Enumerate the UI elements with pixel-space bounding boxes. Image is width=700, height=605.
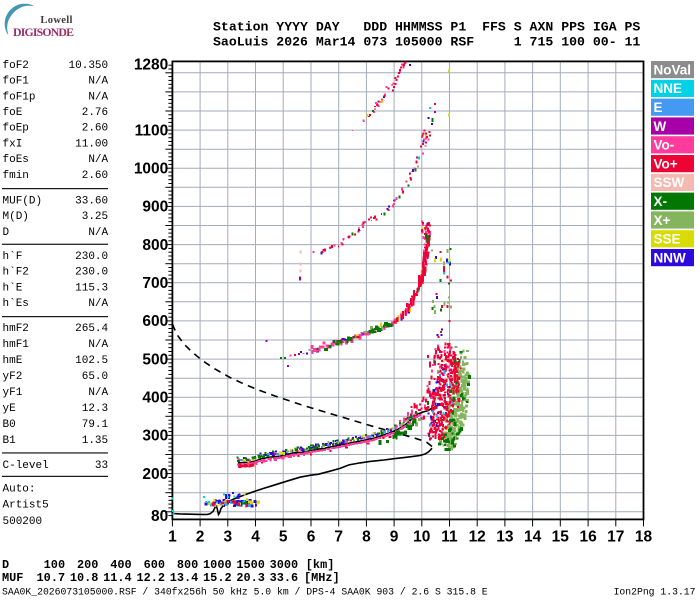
- svg-text:foE 2.76: foE 2.76: [3, 107, 109, 119]
- svg-text:3: 3: [223, 529, 232, 546]
- svg-text:1100: 1100: [135, 122, 169, 139]
- svg-text:20.3: 20.3: [236, 571, 265, 585]
- svg-text:700: 700: [142, 275, 168, 292]
- svg-text:300: 300: [142, 428, 168, 445]
- svg-text:1000: 1000: [203, 558, 232, 572]
- svg-text:400: 400: [110, 558, 131, 572]
- svg-text:MUF(D) 33.60: MUF(D) 33.60: [3, 196, 109, 208]
- svg-text:10.8: 10.8: [70, 571, 99, 585]
- svg-text:Vo+: Vo+: [654, 156, 678, 171]
- svg-text:200: 200: [142, 466, 168, 483]
- svg-text:13: 13: [496, 529, 514, 546]
- svg-text:9: 9: [390, 529, 399, 546]
- svg-text:foEp 2.60: foEp 2.60: [3, 123, 109, 135]
- svg-text:900: 900: [142, 199, 168, 216]
- svg-text:500200: 500200: [3, 516, 43, 528]
- svg-text:NoVal: NoVal: [654, 62, 692, 77]
- svg-text:E: E: [654, 100, 663, 115]
- svg-text:7: 7: [334, 529, 343, 546]
- svg-text:h`Es N/A: h`Es N/A: [3, 297, 109, 310]
- svg-text:SAA0K_2026073105000.RSF / 340f: SAA0K_2026073105000.RSF / 340fx256h 50 k…: [2, 587, 488, 598]
- svg-text:yE 12.3: yE 12.3: [3, 403, 109, 415]
- svg-text:18: 18: [635, 529, 653, 546]
- svg-text:10: 10: [413, 529, 430, 546]
- svg-text:X-: X-: [654, 194, 668, 209]
- svg-text:C-level 33: C-level 33: [3, 460, 109, 472]
- svg-text:5: 5: [279, 529, 288, 546]
- svg-text:fxI 11.00: fxI 11.00: [3, 138, 109, 150]
- svg-text:yF2 65.0: yF2 65.0: [3, 371, 109, 383]
- svg-text:M(D) 3.25: M(D) 3.25: [3, 211, 109, 223]
- svg-text:800: 800: [142, 237, 168, 254]
- svg-text:foF2 10.350: foF2 10.350: [3, 60, 109, 72]
- svg-text:11.4: 11.4: [103, 571, 132, 585]
- svg-text:foEs N/A: foEs N/A: [3, 154, 109, 166]
- svg-text:SaoLuis 2026 Mar14 073 105000: SaoLuis 2026 Mar14 073 105000 RSF 1 715 …: [213, 35, 640, 50]
- svg-text:D: D: [2, 558, 9, 572]
- svg-text:33.6: 33.6: [270, 571, 299, 585]
- svg-text:15.2: 15.2: [203, 571, 232, 585]
- svg-text:15: 15: [552, 529, 570, 546]
- svg-text:[km]: [km]: [306, 558, 335, 572]
- svg-text:500: 500: [142, 351, 168, 368]
- svg-text:16: 16: [579, 529, 597, 546]
- svg-text:Station YYYY DAY DDD HHMMSS: Station YYYY DAY DDD HHMMSS P1 FFS S AXN…: [213, 20, 640, 35]
- svg-text:Vo-: Vo-: [654, 138, 675, 153]
- svg-text:2: 2: [196, 529, 205, 546]
- svg-text:B1 1.35: B1 1.35: [3, 435, 109, 447]
- svg-text:1500: 1500: [236, 558, 265, 572]
- svg-text:hmE 102.5: hmE 102.5: [3, 355, 109, 367]
- svg-text:MUF: MUF: [2, 571, 23, 585]
- svg-text:W: W: [654, 119, 667, 134]
- svg-text:Lowell: Lowell: [40, 15, 72, 26]
- svg-text:1: 1: [168, 529, 177, 546]
- svg-text:foF1 N/A: foF1 N/A: [3, 76, 109, 88]
- svg-text:h`F 230.0: h`F 230.0: [3, 250, 109, 263]
- svg-text:fmin 2.60: fmin 2.60: [3, 170, 109, 182]
- svg-text:[MHz]: [MHz]: [304, 571, 340, 585]
- svg-text:100: 100: [44, 558, 65, 572]
- svg-text:X+: X+: [654, 213, 671, 228]
- svg-text:14: 14: [524, 529, 542, 546]
- svg-text:1000: 1000: [134, 161, 168, 178]
- svg-text:11: 11: [441, 529, 458, 546]
- svg-text:4: 4: [251, 529, 260, 546]
- svg-text:12.2: 12.2: [136, 571, 165, 585]
- svg-text:1280: 1280: [134, 56, 168, 73]
- svg-text:Ion2Png 1.3.17: Ion2Png 1.3.17: [614, 587, 696, 598]
- svg-text:6: 6: [307, 529, 316, 546]
- svg-text:10.7: 10.7: [37, 571, 66, 585]
- svg-text:8: 8: [362, 529, 371, 546]
- svg-text:D N/A: D N/A: [3, 227, 109, 239]
- svg-text:hmF2 265.4: hmF2 265.4: [3, 323, 109, 335]
- svg-text:NNW: NNW: [654, 250, 686, 265]
- svg-text:SSE: SSE: [654, 232, 681, 247]
- svg-text:B0 79.1: B0 79.1: [3, 419, 109, 431]
- svg-text:200: 200: [77, 558, 98, 572]
- svg-text:h`F2 230.0: h`F2 230.0: [3, 266, 109, 279]
- svg-text:hmF1 N/A: hmF1 N/A: [3, 339, 109, 351]
- svg-text:400: 400: [142, 390, 168, 407]
- svg-text:17: 17: [607, 529, 624, 546]
- svg-text:3000: 3000: [270, 558, 299, 572]
- svg-text:600: 600: [144, 558, 165, 572]
- svg-text:SSW: SSW: [654, 175, 685, 190]
- svg-text:800: 800: [177, 558, 198, 572]
- svg-text:foF1p N/A: foF1p N/A: [3, 91, 109, 103]
- svg-text:h`E 115.3: h`E 115.3: [3, 281, 109, 294]
- svg-text:80: 80: [151, 508, 168, 525]
- svg-text:13.4: 13.4: [170, 571, 199, 585]
- svg-text:NNE: NNE: [654, 81, 683, 96]
- svg-text:12: 12: [469, 529, 486, 546]
- svg-text:Auto:: Auto:: [3, 484, 36, 496]
- svg-text:yF1 N/A: yF1 N/A: [3, 387, 109, 399]
- svg-text:DIGISONDE: DIGISONDE: [13, 25, 74, 39]
- svg-text:Artist5: Artist5: [3, 500, 49, 512]
- svg-text:600: 600: [142, 313, 168, 330]
